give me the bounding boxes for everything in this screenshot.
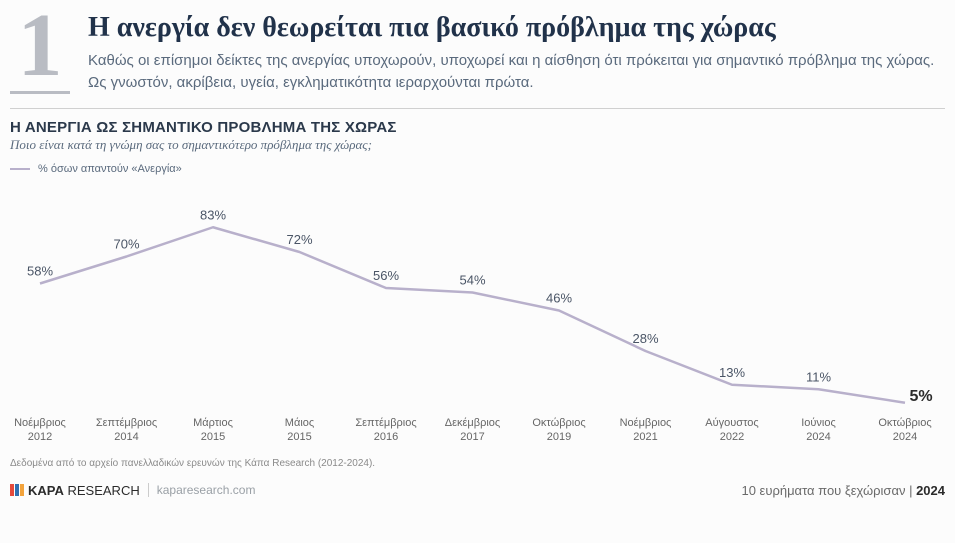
- legend-swatch: [10, 168, 30, 170]
- x-axis-label-line2: 2017: [460, 431, 484, 443]
- value-label: 5%: [909, 387, 932, 404]
- x-axis-label-line1: Ιούνιος: [801, 417, 836, 429]
- footer-year: 2024: [916, 483, 945, 498]
- x-axis-label-line2: 2022: [720, 431, 744, 443]
- x-axis-label-line2: 2019: [547, 431, 571, 443]
- value-label: 46%: [546, 290, 572, 305]
- x-axis-label-line1: Νοέμβριος: [620, 417, 672, 429]
- chart-section: Η ΑΝΕΡΓΙΑ ΩΣ ΣΗΜΑΝΤΙΚΟ ΠΡΟΒΛΗΜΑ ΤΗΣ ΧΩΡΑ…: [10, 109, 945, 498]
- value-label: 54%: [459, 272, 485, 287]
- x-axis-label-line2: 2024: [893, 431, 917, 443]
- footer-url: kaparesearch.com: [148, 483, 256, 497]
- logo-text-a: KAPA: [28, 483, 64, 498]
- chart-subtitle: Ποιο είναι κατά τη γνώμη σας το σημαντικ…: [10, 137, 945, 153]
- x-axis-label-line1: Δεκέμβριος: [445, 417, 500, 429]
- value-label: 70%: [113, 236, 139, 251]
- x-axis-label-line2: 2014: [114, 431, 138, 443]
- header-text: Η ανεργία δεν θεωρείται πια βασικό πρόβλ…: [88, 8, 945, 94]
- chart-legend: % όσων απαντούν «Ανεργία»: [10, 163, 945, 175]
- page-title: Η ανεργία δεν θεωρείται πια βασικό πρόβλ…: [88, 12, 945, 44]
- value-label: 58%: [27, 263, 53, 278]
- source-note: Δεδομένα από το αρχείο πανελλαδικών ερευ…: [10, 458, 945, 469]
- chart-title: Η ΑΝΕΡΓΙΑ ΩΣ ΣΗΜΑΝΤΙΚΟ ΠΡΟΒΛΗΜΑ ΤΗΣ ΧΩΡΑ…: [10, 119, 945, 136]
- x-axis-label-line1: Οκτώβριος: [532, 417, 585, 429]
- section-number: 1: [10, 8, 70, 94]
- value-label: 56%: [373, 268, 399, 283]
- page-subtitle: Καθώς οι επίσημοι δείκτες της ανεργίας υ…: [88, 50, 945, 94]
- x-axis-label-line1: Νοέμβριος: [14, 417, 66, 429]
- x-axis-label-line2: 2024: [806, 431, 830, 443]
- chart-area: 58% 70% 83% 72% 56% 54% 46% 28% 13% 11% 5% Νοέμβριο…: [10, 179, 945, 444]
- value-label: 28%: [632, 331, 658, 346]
- header: 1 Η ανεργία δεν θεωρείται πια βασικό πρό…: [10, 8, 945, 109]
- x-axis-label-line2: 2012: [28, 431, 52, 443]
- footer-sep: |: [905, 483, 916, 498]
- value-label: 83%: [200, 207, 226, 222]
- series-line: [40, 227, 905, 403]
- legend-label: % όσων απαντούν «Ανεργία»: [38, 163, 182, 175]
- logo-mark-icon: [10, 484, 24, 496]
- x-axis-label-line1: Σεπτέμβριος: [96, 417, 157, 429]
- x-axis-label-line2: 2015: [201, 431, 225, 443]
- x-axis-label-line1: Σεπτέμβριος: [355, 417, 416, 429]
- x-axis-label-line2: 2016: [374, 431, 398, 443]
- x-axis-label-line1: Μάρτιος: [193, 417, 233, 429]
- x-axis-label-line1: Αύγουστος: [705, 417, 758, 429]
- footer-right: 10 ευρήματα που ξεχώρισαν | 2024: [741, 483, 945, 498]
- x-axis-label-line1: Μάιος: [285, 417, 314, 429]
- brand-logo: KAPA RESEARCH: [10, 483, 140, 498]
- x-axis-label-line2: 2015: [287, 431, 311, 443]
- line-chart: 58% 70% 83% 72% 56% 54% 46% 28% 13% 11% 5% Νοέμβριο…: [10, 179, 945, 444]
- value-label: 11%: [806, 369, 831, 384]
- logo-text-b: RESEARCH: [64, 483, 140, 498]
- footer: KAPA RESEARCH kaparesearch.com 10 ευρήμα…: [10, 483, 945, 498]
- x-axis-label-line2: 2021: [633, 431, 657, 443]
- x-axis-label-line1: Οκτώβριος: [878, 417, 931, 429]
- value-label: 13%: [719, 364, 745, 379]
- footer-caption: 10 ευρήματα που ξεχώρισαν: [741, 483, 905, 498]
- value-label: 72%: [286, 232, 312, 247]
- footer-left: KAPA RESEARCH kaparesearch.com: [10, 483, 255, 498]
